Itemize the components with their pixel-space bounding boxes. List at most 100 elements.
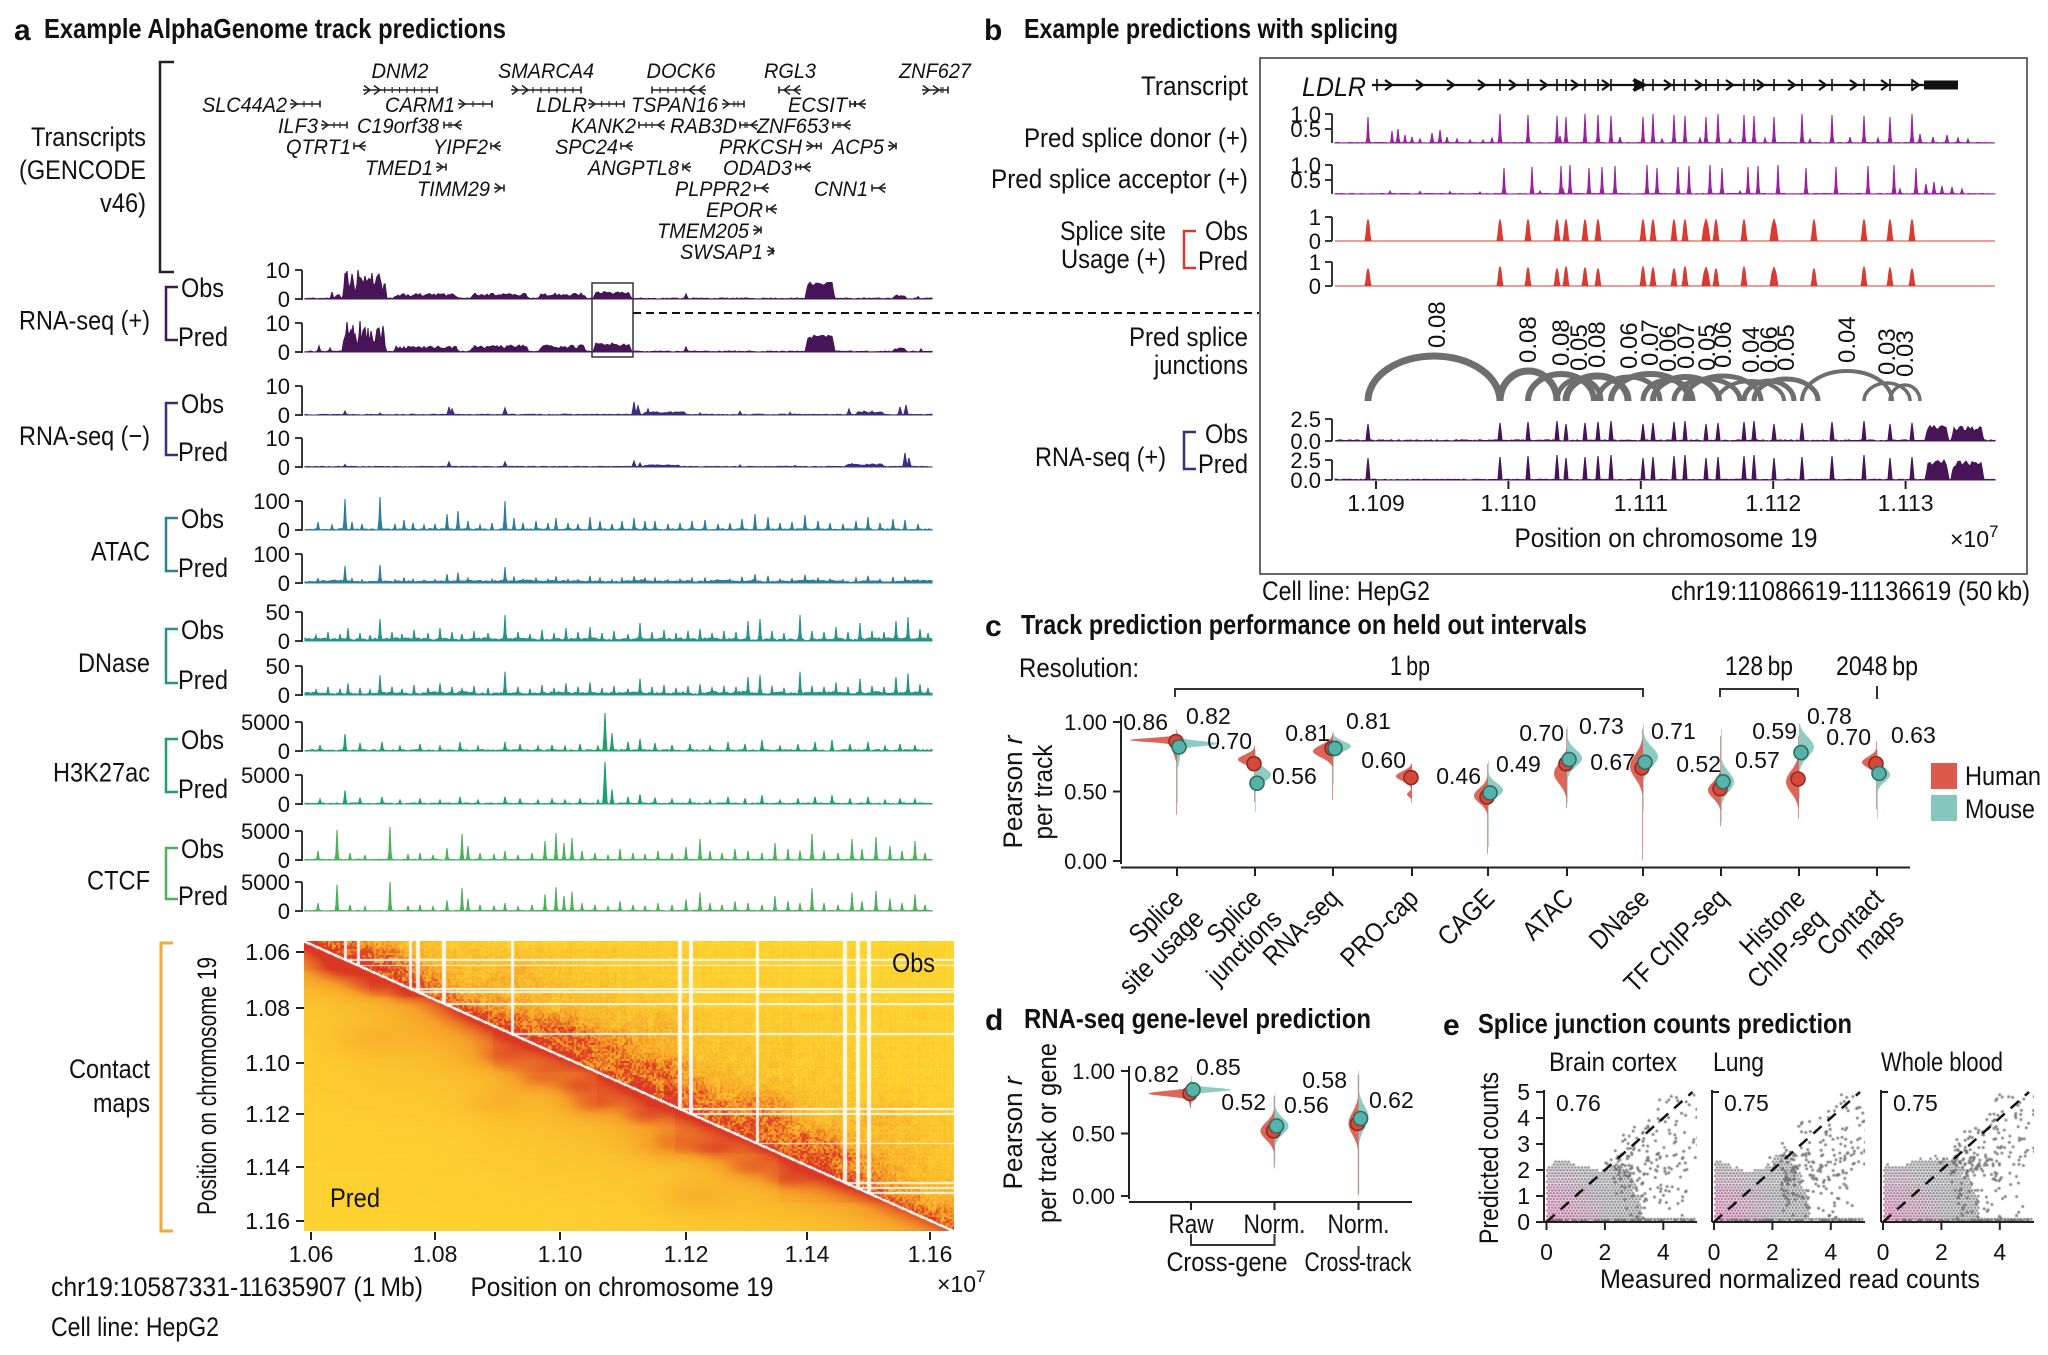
svg-text:2: 2: [1766, 1239, 1779, 1265]
svg-text:0.46: 0.46: [1436, 763, 1481, 789]
svg-text:Obs: Obs: [181, 615, 224, 645]
svg-text:Track prediction performance o: Track prediction performance on held out…: [1021, 609, 1587, 640]
svg-text:1.08: 1.08: [413, 1241, 458, 1267]
svg-text:TSPAN16: TSPAN16: [631, 94, 718, 117]
svg-text:Pred: Pred: [178, 322, 228, 352]
svg-text:QTRT1: QTRT1: [286, 136, 351, 159]
svg-text:0.05: 0.05: [1773, 324, 1800, 371]
svg-text:SMARCA4: SMARCA4: [498, 60, 594, 83]
svg-text:PRKCSH: PRKCSH: [719, 136, 803, 159]
svg-text:0.86: 0.86: [1123, 709, 1168, 735]
svg-text:(GENCODE: (GENCODE: [19, 155, 146, 185]
svg-text:0.08: 0.08: [1548, 319, 1575, 366]
svg-text:Pred: Pred: [178, 774, 228, 804]
svg-text:Position on chromosome 19: Position on chromosome 19: [471, 1272, 774, 1302]
svg-text:ZNF653: ZNF653: [756, 115, 829, 138]
svg-text:2: 2: [1935, 1239, 1948, 1265]
svg-text:Contactmaps: Contactmaps: [1811, 883, 1910, 982]
svg-text:Pred: Pred: [178, 437, 228, 467]
svg-text:1.111: 1.111: [1614, 490, 1668, 516]
svg-text:0.05: 0.05: [1566, 324, 1593, 371]
svg-text:50: 50: [266, 600, 290, 625]
svg-text:Splice junction counts predict: Splice junction counts prediction: [1478, 1008, 1852, 1039]
svg-text:DNase: DNase: [1583, 883, 1655, 955]
svg-text:2048 bp: 2048 bp: [1836, 651, 1918, 681]
svg-text:RNA-seq (+): RNA-seq (+): [1035, 442, 1166, 472]
svg-text:0.59: 0.59: [1752, 718, 1797, 744]
svg-text:Cross-gene: Cross-gene: [1167, 1247, 1288, 1277]
svg-text:Example AlphaGenome track pred: Example AlphaGenome track predictions: [44, 13, 506, 44]
svg-text:0.06: 0.06: [1756, 326, 1783, 373]
svg-text:0.08: 0.08: [1584, 321, 1611, 368]
svg-text:0.0: 0.0: [1290, 429, 1321, 454]
svg-text:SLC44A2: SLC44A2: [202, 94, 287, 117]
svg-text:Cell line: HepG2: Cell line: HepG2: [1262, 576, 1430, 606]
svg-text:1.10: 1.10: [538, 1241, 583, 1267]
svg-text:2: 2: [1517, 1157, 1530, 1183]
svg-text:0: 0: [1877, 1239, 1890, 1265]
svg-text:d: d: [985, 1004, 1003, 1037]
svg-text:1.14: 1.14: [785, 1241, 830, 1267]
svg-text:Norm.: Norm.: [1328, 1209, 1390, 1239]
svg-text:RNA-seq (−): RNA-seq (−): [19, 421, 150, 451]
svg-text:ATAC: ATAC: [91, 537, 150, 567]
svg-text:per track: per track: [1028, 744, 1058, 839]
svg-text:0.81: 0.81: [1285, 720, 1330, 746]
svg-text:Obs: Obs: [1205, 216, 1248, 246]
svg-text:0.63: 0.63: [1891, 722, 1936, 748]
svg-text:ILF3: ILF3: [278, 115, 318, 138]
svg-text:1.0: 1.0: [1290, 102, 1321, 127]
svg-text:0: 0: [278, 518, 290, 543]
svg-text:Cross-track: Cross-track: [1305, 1247, 1412, 1277]
svg-text:C19orf38: C19orf38: [357, 115, 439, 138]
svg-text:Mouse: Mouse: [1965, 794, 2035, 824]
svg-text:Position on chromosome 19: Position on chromosome 19: [192, 957, 222, 1215]
svg-text:0.75: 0.75: [1724, 1090, 1769, 1116]
svg-text:Obs: Obs: [181, 389, 224, 419]
svg-text:Splice site: Splice site: [1060, 216, 1166, 246]
svg-text:1.10: 1.10: [245, 1050, 290, 1076]
svg-text:5000: 5000: [241, 710, 290, 735]
svg-text:0.67: 0.67: [1590, 749, 1635, 775]
svg-text:Measured normalized read count: Measured normalized read counts: [1600, 1264, 1980, 1294]
svg-text:Whole blood: Whole blood: [1881, 1047, 2003, 1077]
svg-text:junctions: junctions: [1153, 350, 1248, 380]
svg-text:0.82: 0.82: [1186, 703, 1231, 729]
svg-text:0: 0: [278, 683, 290, 708]
svg-text:1 bp: 1 bp: [1390, 651, 1430, 681]
svg-text:chr19:11086619-11136619 (50 kb: chr19:11086619-11136619 (50 kb): [1671, 576, 2030, 606]
svg-text:2.5: 2.5: [1290, 407, 1321, 432]
svg-text:1.00: 1.00: [1072, 1059, 1115, 1084]
svg-text:1.113: 1.113: [1878, 490, 1934, 516]
svg-text:DOCK6: DOCK6: [647, 60, 716, 83]
svg-text:CARM1: CARM1: [385, 94, 455, 117]
svg-text:0: 0: [278, 403, 290, 428]
svg-text:128 bp: 128 bp: [1725, 651, 1793, 681]
svg-text:0.5: 0.5: [1290, 168, 1321, 193]
svg-text:0.04: 0.04: [1834, 316, 1861, 363]
svg-text:0.76: 0.76: [1556, 1090, 1601, 1116]
svg-text:0.56: 0.56: [1272, 763, 1317, 789]
svg-text:0.62: 0.62: [1369, 1087, 1414, 1113]
svg-text:0: 0: [278, 629, 290, 654]
svg-text:Transcripts: Transcripts: [31, 122, 146, 152]
svg-text:Human: Human: [1965, 761, 2041, 791]
svg-text:0.03: 0.03: [1892, 330, 1919, 377]
svg-text:5000: 5000: [241, 763, 290, 788]
svg-text:0.03: 0.03: [1874, 328, 1901, 375]
svg-text:Obs: Obs: [892, 948, 935, 978]
svg-text:1.06: 1.06: [245, 939, 290, 965]
svg-text:0.57: 0.57: [1735, 747, 1780, 773]
svg-text:2: 2: [1599, 1239, 1612, 1265]
svg-text:Pred: Pred: [178, 665, 228, 695]
svg-text:b: b: [984, 14, 1002, 47]
svg-text:5000: 5000: [241, 819, 290, 844]
svg-text:1.14: 1.14: [245, 1154, 290, 1180]
svg-text:LDLR: LDLR: [536, 94, 587, 117]
svg-text:10: 10: [266, 374, 290, 399]
svg-text:0: 0: [1540, 1239, 1553, 1265]
svg-text:0.81: 0.81: [1346, 708, 1391, 734]
svg-text:0: 0: [278, 340, 290, 365]
svg-text:Cell line: HepG2: Cell line: HepG2: [51, 1312, 219, 1342]
svg-text:YIPF2: YIPF2: [433, 136, 488, 159]
